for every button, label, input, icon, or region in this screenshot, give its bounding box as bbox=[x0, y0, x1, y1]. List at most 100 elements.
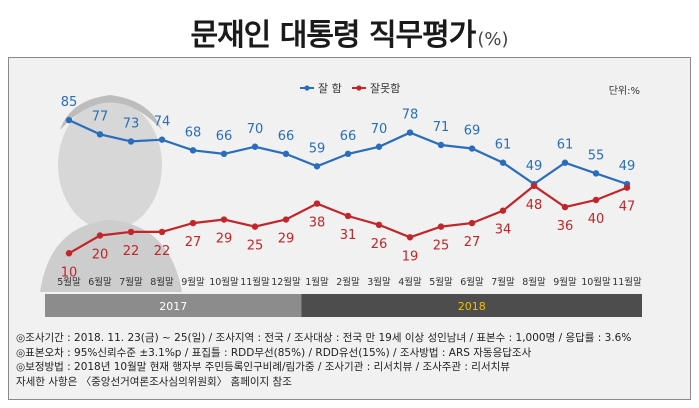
data-label: 26 bbox=[371, 237, 388, 252]
data-label: 55 bbox=[588, 148, 605, 163]
x-tick-label: 11월말 bbox=[612, 276, 642, 288]
data-label: 73 bbox=[123, 116, 140, 131]
data-label: 38 bbox=[309, 216, 326, 231]
data-label: 40 bbox=[588, 212, 605, 227]
x-tick-label: 7월말 bbox=[119, 276, 143, 288]
legend-marker bbox=[356, 85, 362, 91]
legend-label: 잘 함 bbox=[318, 82, 342, 95]
data-point bbox=[65, 116, 73, 124]
data-label: 19 bbox=[402, 249, 419, 264]
data-point bbox=[375, 221, 383, 229]
x-tick-label: 12월말 bbox=[271, 276, 301, 288]
data-label: 29 bbox=[216, 232, 233, 247]
data-point bbox=[592, 170, 600, 177]
data-label: 34 bbox=[495, 223, 512, 238]
note-line: ◎조사기간 : 2018. 11. 23(금) ~ 25(일) / 조사지역 :… bbox=[16, 332, 632, 344]
data-point bbox=[468, 219, 476, 227]
x-tick-label: 8월말 bbox=[150, 276, 174, 288]
x-tick-label: 10월말 bbox=[581, 276, 611, 288]
data-point bbox=[65, 250, 73, 257]
data-label: 48 bbox=[526, 198, 543, 213]
x-tick-label: 1월말 bbox=[305, 276, 329, 288]
data-point bbox=[499, 207, 507, 214]
data-point bbox=[592, 196, 600, 204]
data-point bbox=[251, 143, 259, 150]
data-point bbox=[282, 150, 290, 158]
data-label: 36 bbox=[557, 219, 574, 234]
data-label: 25 bbox=[433, 239, 450, 254]
year-band bbox=[301, 294, 642, 317]
data-label: 47 bbox=[619, 200, 636, 215]
data-label: 59 bbox=[309, 141, 326, 156]
data-point bbox=[158, 136, 166, 143]
data-point bbox=[158, 228, 166, 236]
chart-legend: 잘 함 잘못함 bbox=[300, 82, 400, 95]
data-point bbox=[468, 145, 476, 152]
data-point bbox=[406, 234, 414, 241]
data-point bbox=[499, 159, 507, 166]
x-tick-label: 8월말 bbox=[522, 276, 546, 288]
x-tick-label: 9월말 bbox=[553, 276, 577, 288]
data-label: 22 bbox=[123, 244, 140, 259]
data-point bbox=[127, 138, 135, 145]
data-label: 70 bbox=[247, 122, 264, 137]
x-tick-label: 6월말 bbox=[460, 276, 484, 288]
data-point bbox=[561, 203, 569, 211]
x-tick-label: 4월말 bbox=[398, 276, 422, 288]
data-label: 31 bbox=[340, 228, 357, 243]
data-label: 29 bbox=[278, 232, 295, 247]
data-label: 49 bbox=[619, 159, 636, 174]
note-line: ◎표본오차 : 95%신뢰수준 ±3.1%p / 표집틀 : RDD무선(85%… bbox=[16, 346, 532, 359]
data-label: 71 bbox=[433, 120, 450, 135]
data-label: 27 bbox=[185, 235, 202, 250]
x-tick-label: 5월말 bbox=[57, 276, 81, 288]
note-line: 자세한 사항은 〈중앙선거여론조사심의위원회〉 홈페이지 참조 bbox=[16, 375, 292, 388]
x-tick-label: 5월말 bbox=[429, 276, 453, 288]
data-label: 78 bbox=[402, 108, 419, 123]
data-point bbox=[220, 150, 228, 158]
data-label: 69 bbox=[464, 124, 481, 139]
data-point bbox=[437, 141, 445, 149]
x-tick-label: 2월말 bbox=[336, 276, 360, 288]
data-label: 27 bbox=[464, 235, 481, 250]
x-tick-label: 10월말 bbox=[209, 276, 239, 288]
data-point bbox=[561, 159, 569, 166]
data-point bbox=[375, 143, 383, 150]
data-point bbox=[189, 219, 197, 227]
note-line: ◎보정방법 : 2018년 10월말 현재 행자부 주민등록인구비례/림가중 /… bbox=[16, 361, 510, 373]
data-label: 74 bbox=[154, 115, 171, 130]
x-tick-label: 6월말 bbox=[88, 276, 112, 288]
data-point bbox=[406, 129, 414, 136]
x-tick-label: 3월말 bbox=[367, 276, 391, 288]
data-point bbox=[344, 212, 352, 220]
page-title: 문재인 대통령 직무평가 (%) bbox=[0, 10, 699, 54]
data-label: 22 bbox=[154, 244, 171, 259]
title-unit: (%) bbox=[477, 29, 509, 50]
data-point bbox=[189, 147, 197, 154]
data-label: 66 bbox=[278, 129, 295, 144]
data-point bbox=[313, 200, 321, 207]
data-point bbox=[344, 150, 352, 158]
data-point bbox=[530, 182, 538, 189]
portrait-silhouette bbox=[40, 95, 182, 292]
data-label: 10 bbox=[61, 265, 78, 280]
data-point bbox=[437, 223, 445, 230]
legend-label: 잘못함 bbox=[370, 82, 400, 95]
year-band bbox=[45, 294, 302, 317]
x-tick-label: 7월말 bbox=[491, 276, 515, 288]
data-label: 85 bbox=[61, 95, 78, 110]
data-label: 49 bbox=[526, 159, 543, 174]
data-label: 20 bbox=[92, 248, 109, 263]
data-label: 70 bbox=[371, 122, 388, 137]
year-label: 2017 bbox=[159, 300, 187, 313]
data-point bbox=[220, 216, 228, 223]
data-point bbox=[313, 163, 321, 170]
data-label: 66 bbox=[216, 129, 233, 144]
data-point bbox=[251, 223, 259, 230]
data-label: 25 bbox=[247, 239, 264, 254]
data-point bbox=[96, 232, 104, 239]
legend-marker bbox=[304, 85, 310, 91]
unit-label: 단위:% bbox=[609, 84, 640, 97]
data-label: 66 bbox=[340, 129, 357, 144]
